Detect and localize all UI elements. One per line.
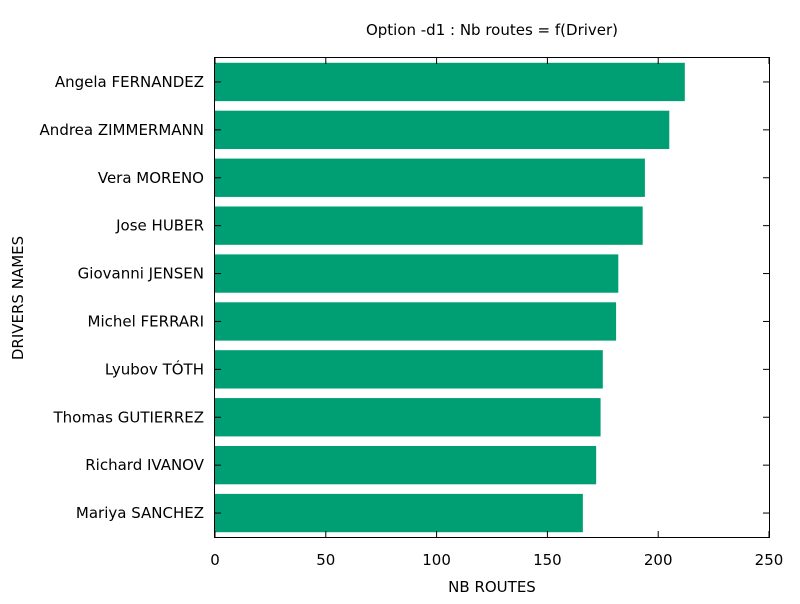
x-axis-label: NB ROUTES [448, 578, 536, 596]
bar [215, 62, 685, 102]
category-label: Angela FERNANDEZ [55, 73, 204, 91]
x-tick-label: 250 [755, 551, 784, 569]
bar [215, 350, 603, 389]
category-label: Thomas GUTIERREZ [53, 408, 205, 426]
bar [215, 302, 617, 341]
category-label: Lyubov TÓTH [105, 359, 204, 378]
plot-frame [214, 57, 770, 538]
bar [215, 254, 619, 293]
y-axis-label: DRIVERS NAMES [9, 236, 27, 360]
bar [215, 493, 583, 533]
x-tick-label: 150 [533, 551, 562, 569]
bars [215, 62, 685, 533]
x-tick-label: 50 [316, 551, 335, 569]
category-label: Michel FERRARI [88, 312, 204, 330]
bar [215, 398, 601, 437]
x-tick-label: 0 [210, 551, 220, 569]
x-tick-label: 100 [422, 551, 451, 569]
category-label: Giovanni JENSEN [78, 265, 204, 283]
category-label: Andrea ZIMMERMANN [40, 121, 204, 139]
bar [215, 110, 670, 150]
category-label: Jose HUBER [115, 217, 204, 235]
bar [215, 206, 643, 245]
category-label: Vera MORENO [98, 169, 204, 187]
x-tick-label: 200 [644, 551, 673, 569]
category-label: Mariya SANCHEZ [76, 504, 204, 522]
category-label: Richard IVANOV [85, 456, 204, 474]
x-axis-ticks: 0 50 100 150 200 250 [210, 58, 783, 569]
bar [215, 158, 645, 197]
chart-title: Option -d1 : Nb routes = f(Driver) [366, 21, 618, 39]
category-labels: Angela FERNANDEZ Andrea ZIMMERMANN Vera MO… [40, 73, 769, 522]
bar [215, 445, 597, 485]
